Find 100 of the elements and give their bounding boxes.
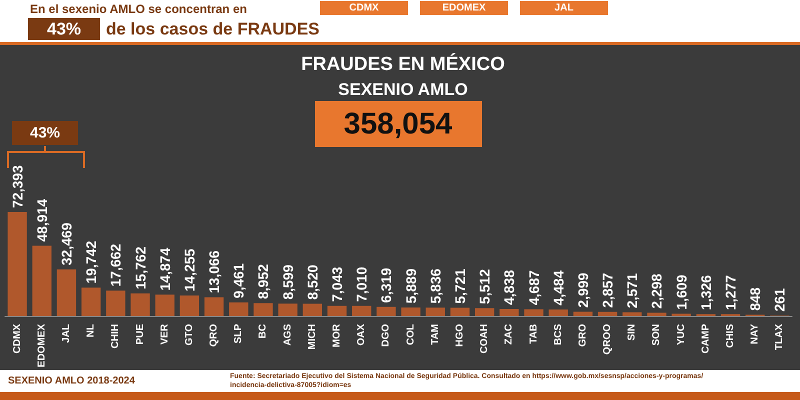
x-tick-label: MICH <box>306 324 318 350</box>
x-tick-label: TAM <box>430 324 441 345</box>
x-tick-label: DGO <box>380 324 392 347</box>
x-tick-label: YUC <box>676 324 687 346</box>
data-label: 13,066 <box>206 250 222 294</box>
x-tick-label: CHIS <box>725 324 736 348</box>
bar <box>130 293 150 316</box>
bar <box>81 288 101 316</box>
bar <box>474 308 494 316</box>
data-label: 261 <box>772 288 788 312</box>
bar <box>8 212 27 316</box>
x-tick-label: NAY <box>750 324 761 344</box>
x-tick-label: SLP <box>233 324 244 344</box>
data-label: 1,277 <box>722 274 739 310</box>
bar <box>32 246 52 316</box>
bar <box>106 290 126 316</box>
bar <box>302 304 322 316</box>
x-tick-label: ZAC <box>504 324 515 345</box>
data-label: 9,461 <box>230 263 247 298</box>
data-label: 5,889 <box>402 268 419 304</box>
bar <box>204 297 224 316</box>
bar <box>622 312 642 316</box>
bar <box>647 312 666 316</box>
x-tick-label: SON <box>651 324 662 346</box>
data-label: 4,484 <box>550 270 566 306</box>
text: En el sexenio AMLO se concentran en <box>30 2 247 16</box>
text: 43% <box>30 124 60 142</box>
bar <box>56 269 76 316</box>
bar <box>401 308 420 316</box>
data-label: 8,599 <box>280 264 296 300</box>
data-label: 1,609 <box>673 274 690 310</box>
data-label: 6,319 <box>378 268 394 303</box>
data-label: 8,520 <box>304 264 320 300</box>
data-label: 4,838 <box>501 270 518 306</box>
text: 358,054 <box>344 108 453 140</box>
x-tick-label: CHIH <box>110 324 122 348</box>
x-tick-label: HGO <box>454 324 466 347</box>
chart-subtitle: SEXENIO AMLO <box>338 80 468 99</box>
data-label: 2,999 <box>574 272 591 308</box>
bar <box>155 294 174 316</box>
bar <box>548 310 568 316</box>
x-tick-label: GTO <box>184 324 195 346</box>
data-label: 8,952 <box>255 264 272 300</box>
bar <box>376 306 396 316</box>
data-label: 1,326 <box>698 274 714 310</box>
x-tick-label: CDMX <box>12 324 23 354</box>
data-label: 14,255 <box>181 248 198 292</box>
text: CDMX <box>349 2 380 14</box>
data-label: 5,512 <box>476 268 493 304</box>
bar <box>426 308 445 316</box>
data-label: 48,914 <box>34 198 50 242</box>
data-label: 32,469 <box>58 222 74 266</box>
x-tick-label: PUE <box>134 324 146 345</box>
data-label: 2,298 <box>648 273 665 309</box>
x-tick-label: MOR <box>332 323 343 348</box>
bar <box>524 309 544 316</box>
data-label: 5,721 <box>452 268 468 304</box>
x-tick-label: CAMP <box>700 324 712 354</box>
data-label: 17,662 <box>108 244 124 287</box>
data-label: 5,836 <box>427 268 444 304</box>
x-tick-label: BC <box>258 324 269 338</box>
x-tick-label: QROO <box>602 324 614 355</box>
text: EDOMEX <box>442 2 486 14</box>
chart-title: FRAUDES EN MÉXICO <box>301 53 505 75</box>
x-tick-label: QRO <box>208 324 220 347</box>
data-label: 19,742 <box>83 240 100 284</box>
bar <box>573 312 593 316</box>
x-tick-label: GRO <box>577 324 588 347</box>
x-tick-label: SIN <box>626 324 638 341</box>
x-tick-label: VER <box>159 323 170 345</box>
x-tick-label: OAX <box>356 324 368 346</box>
data-label: 15,762 <box>132 246 148 290</box>
bar <box>229 302 248 316</box>
data-label: 848 <box>747 287 764 311</box>
bar <box>278 304 298 316</box>
data-label: 7,043 <box>329 266 346 302</box>
x-tick-label: COAH <box>479 324 490 354</box>
bar <box>254 303 273 316</box>
x-tick-label: NL <box>86 324 97 338</box>
data-label: 7,010 <box>354 266 370 302</box>
x-tick-label: BCS <box>552 324 564 346</box>
text: JAL <box>554 2 574 14</box>
data-label: 2,857 <box>600 272 616 308</box>
bar <box>450 308 470 316</box>
x-tick-label: JAL <box>60 324 72 343</box>
x-tick-label: COL <box>405 324 416 346</box>
x-tick-label: TLAX <box>774 324 786 350</box>
text: de los casos de FRAUDES <box>106 20 320 38</box>
text: SEXENIO AMLO 2018-2024 <box>8 376 136 386</box>
data-label: 4,687 <box>526 270 542 306</box>
x-tick-label: TAB <box>528 324 540 344</box>
data-label: 14,874 <box>156 248 173 291</box>
x-tick-label: AGS <box>282 324 294 346</box>
bar <box>180 296 200 316</box>
bar <box>327 306 347 316</box>
x-tick-label: EDOMEX <box>36 324 48 368</box>
text: 43% <box>46 20 82 38</box>
bar <box>352 306 372 316</box>
bar <box>598 312 618 316</box>
data-label: 72,393 <box>9 164 26 208</box>
